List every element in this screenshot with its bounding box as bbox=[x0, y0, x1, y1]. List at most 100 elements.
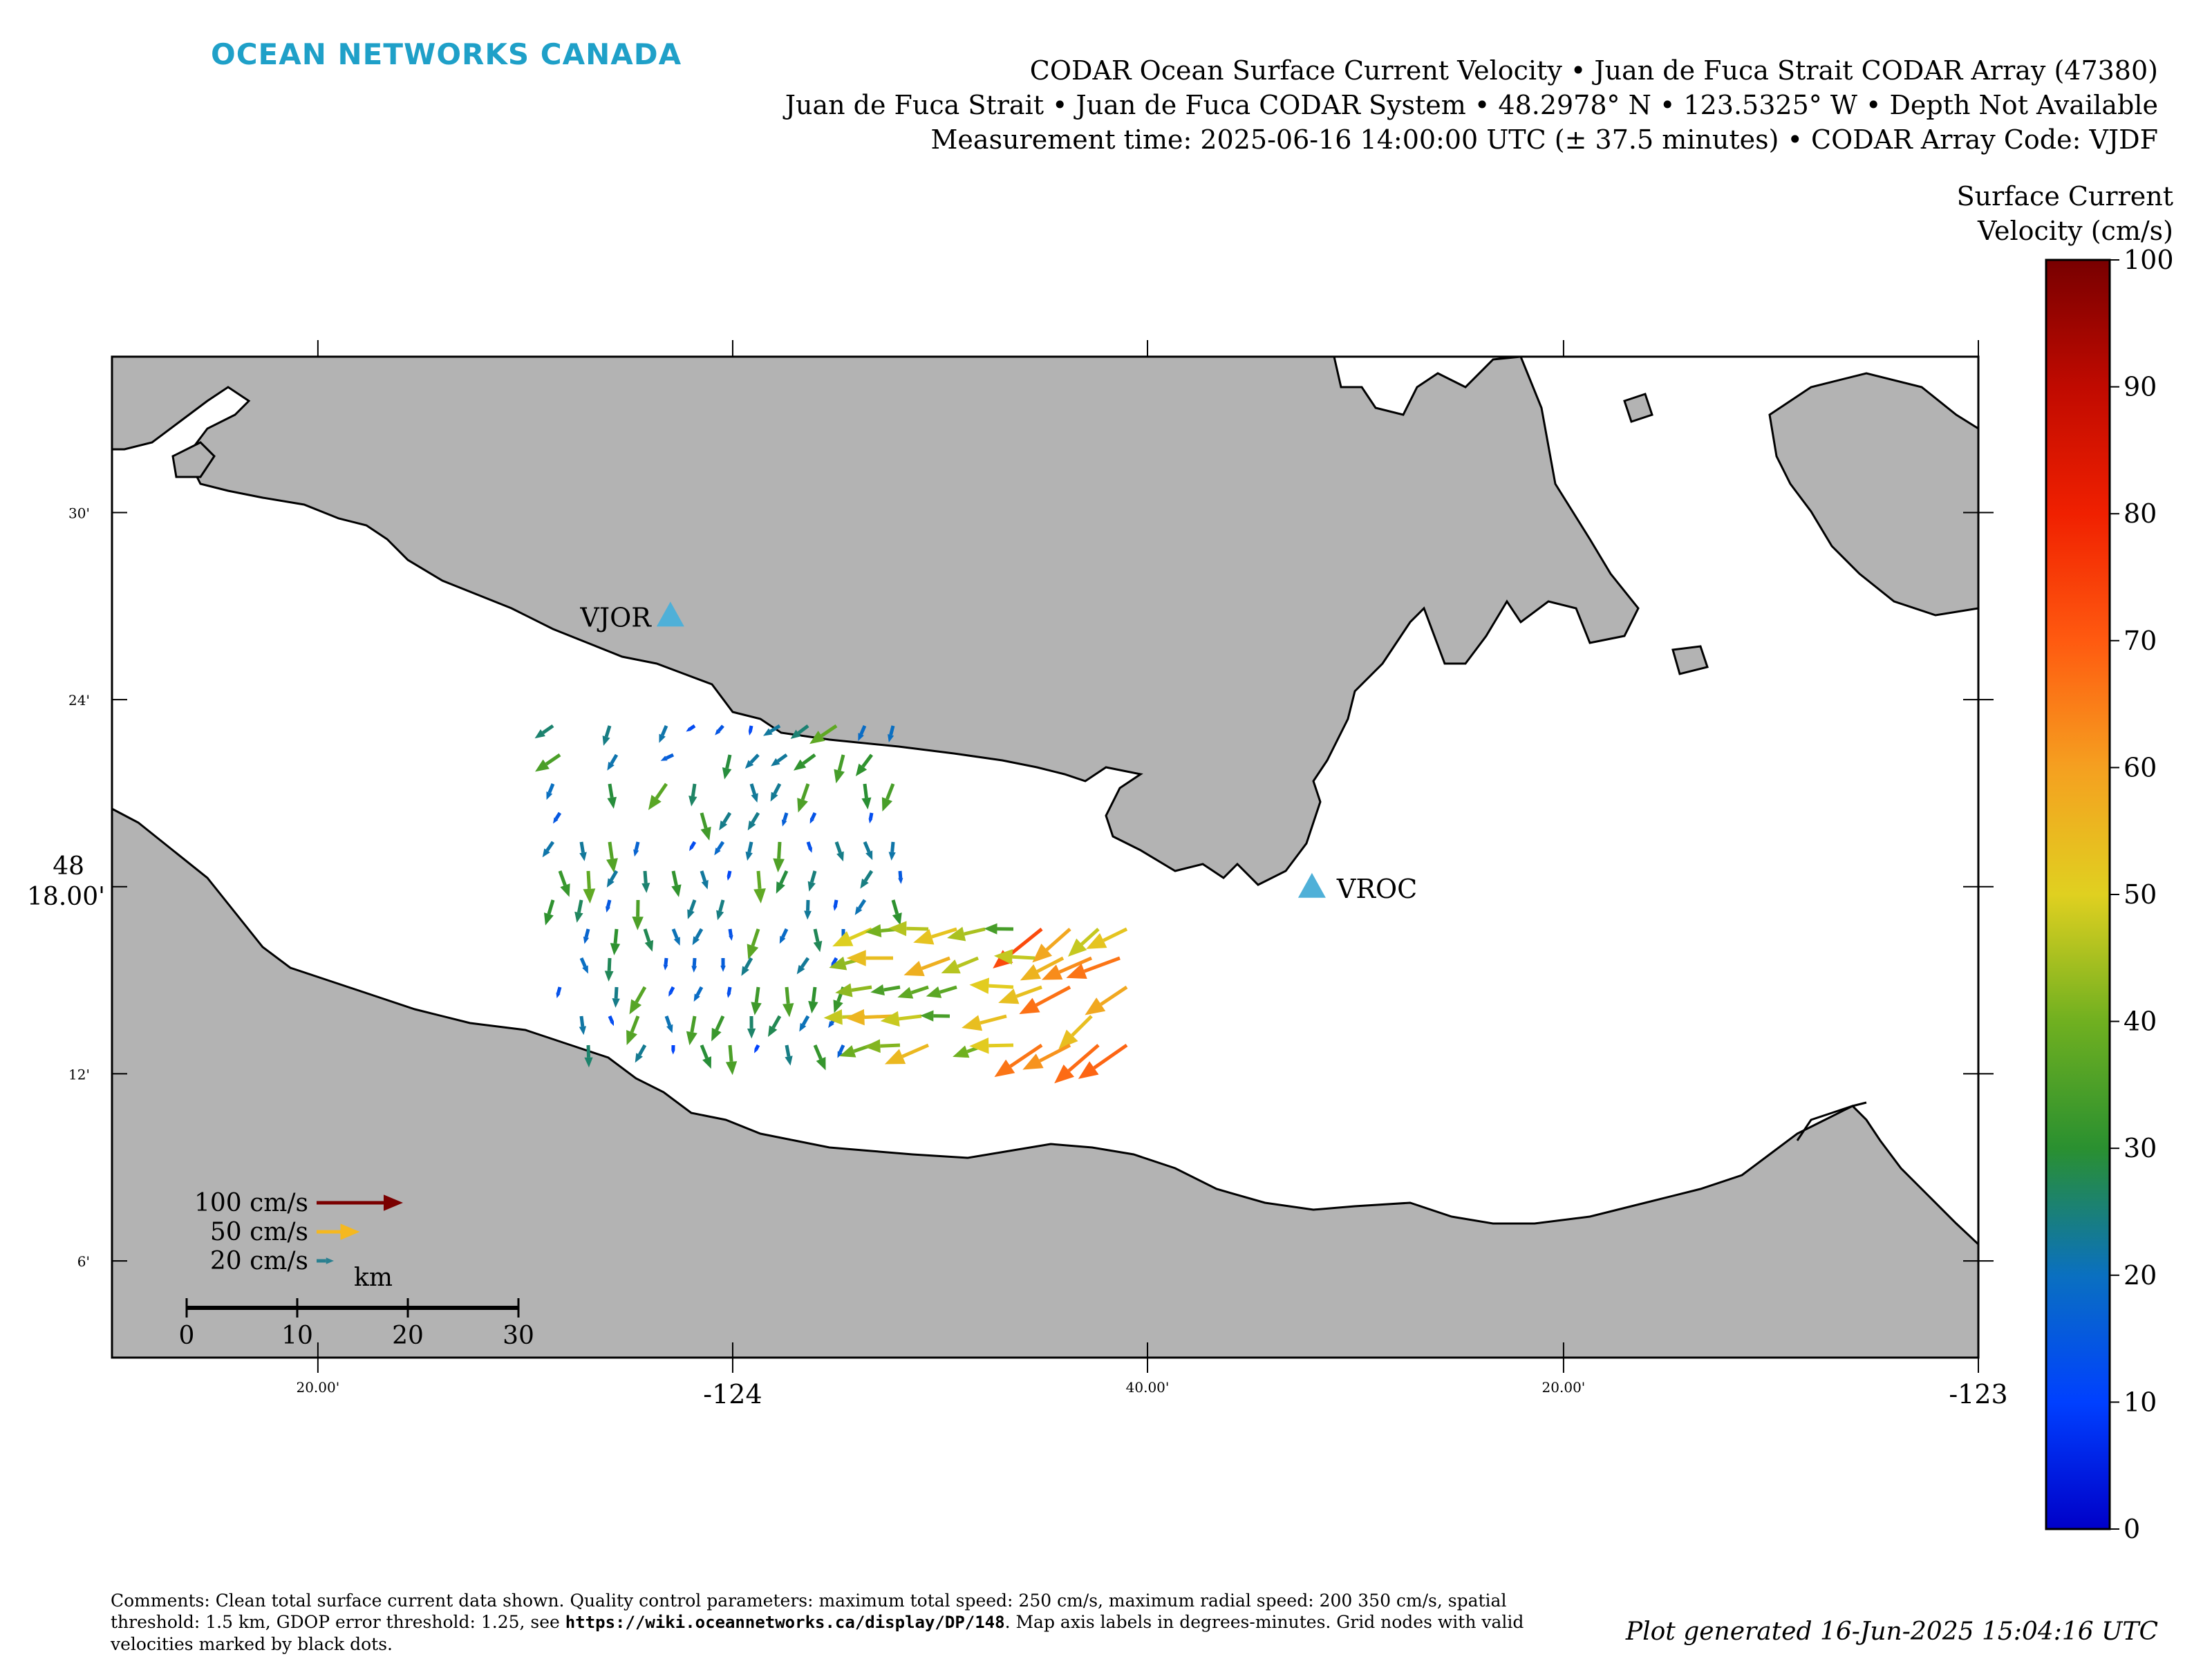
velocity-arrow bbox=[1032, 928, 1071, 963]
velocity-arrow bbox=[583, 928, 590, 944]
velocity-arrow bbox=[776, 870, 789, 894]
velocity-arrow bbox=[727, 870, 732, 881]
colorbar-title-line-1: Surface Current bbox=[1956, 181, 2173, 212]
velocity-arrow bbox=[1078, 1043, 1128, 1079]
velocity-arrow bbox=[546, 783, 555, 800]
velocity-arrow bbox=[641, 870, 650, 893]
velocity-arrow bbox=[753, 870, 766, 904]
velocity-arrow bbox=[863, 1039, 901, 1053]
x-tick-label: -124 bbox=[703, 1379, 762, 1409]
velocity-arrow bbox=[832, 927, 873, 947]
station-label: VJOR bbox=[579, 602, 652, 632]
velocity-arrow bbox=[807, 870, 817, 892]
velocity-arrow bbox=[773, 841, 785, 873]
velocity-arrow bbox=[606, 870, 619, 888]
velocity-arrow bbox=[535, 753, 561, 772]
velocity-arrow bbox=[687, 899, 697, 919]
velocity-arrow bbox=[648, 782, 668, 810]
colorbar-tick-label: 0 bbox=[2124, 1514, 2140, 1544]
legend-label: 100 cm/s bbox=[194, 1189, 308, 1217]
velocity-arrow bbox=[663, 957, 668, 971]
velocity-arrow bbox=[785, 1044, 793, 1066]
station-vjor: VJOR bbox=[579, 601, 684, 632]
velocity-arrow bbox=[833, 899, 838, 911]
velocity-arrow bbox=[984, 923, 1014, 935]
velocity-arrow bbox=[317, 1224, 360, 1240]
velocity-arrow bbox=[770, 782, 782, 802]
velocity-arrow bbox=[606, 899, 612, 913]
velocity-arrow bbox=[579, 841, 587, 861]
velocity-arrow bbox=[860, 870, 874, 889]
velocity-arrow bbox=[813, 928, 823, 953]
velocity-arrow bbox=[891, 899, 902, 926]
station-triangle-icon bbox=[1297, 872, 1326, 898]
velocity-arrow bbox=[796, 957, 810, 975]
scale-unit-label: km bbox=[354, 1264, 393, 1292]
velocity-arrow bbox=[941, 956, 979, 974]
velocity-arrow bbox=[688, 783, 697, 807]
dungeness-spit bbox=[1796, 1101, 1867, 1141]
colorbar-tick-label: 60 bbox=[2124, 752, 2157, 782]
velocity-arrow bbox=[728, 928, 733, 941]
velocity-arrow bbox=[643, 928, 654, 952]
colorbar-tick-label: 50 bbox=[2124, 879, 2157, 910]
velocity-arrow bbox=[1022, 1043, 1071, 1070]
olympic-peninsula-land bbox=[112, 807, 1978, 1358]
velocity-arrow bbox=[691, 957, 697, 973]
velocity-arrow bbox=[668, 986, 675, 997]
velocity-arrow bbox=[612, 986, 620, 1008]
velocity-arrow bbox=[880, 1011, 922, 1027]
velocity-arrow bbox=[806, 841, 812, 853]
velocity-arrow bbox=[749, 783, 758, 803]
velocity-arrow bbox=[700, 870, 709, 890]
x-tick-label: 20.00' bbox=[1542, 1379, 1586, 1396]
velocity-arrow bbox=[719, 812, 732, 831]
velocity-arrow bbox=[834, 841, 844, 862]
velocity-arrow bbox=[686, 1015, 697, 1046]
velocity-arrow bbox=[781, 812, 789, 827]
velocity-arrow bbox=[888, 921, 929, 937]
velocity-arrow bbox=[747, 1015, 756, 1039]
velocity-arrow bbox=[632, 899, 644, 930]
arrow-legend: 100 cm/s50 cm/s20 cm/s km 0 10 20 30 bbox=[179, 1189, 534, 1350]
vancouver-island-land bbox=[112, 357, 1640, 886]
velocity-arrow bbox=[542, 841, 555, 858]
station-triangle-icon bbox=[656, 601, 684, 627]
velocity-arrow bbox=[804, 899, 812, 920]
velocity-arrow bbox=[1086, 927, 1128, 949]
colorbar bbox=[2045, 259, 2111, 1530]
velocity-arrow bbox=[317, 1194, 403, 1211]
velocity-arrow bbox=[858, 724, 867, 742]
velocity-arrow bbox=[993, 949, 1035, 965]
velocity-arrow bbox=[920, 1010, 950, 1022]
scale-bar-label: 20 bbox=[392, 1322, 424, 1350]
velocity-arrow bbox=[846, 950, 894, 966]
velocity-arrow bbox=[604, 957, 614, 982]
velocity-arrow bbox=[725, 1044, 738, 1076]
colorbar-tick-label: 70 bbox=[2124, 626, 2157, 656]
velocity-arrow bbox=[763, 724, 781, 736]
velocity-arrow bbox=[610, 928, 621, 955]
velocity-arrow bbox=[884, 1043, 929, 1065]
velocity-arrow bbox=[767, 1015, 782, 1038]
velocity-arrow bbox=[633, 841, 640, 857]
colorbar-tick-label: 30 bbox=[2124, 1133, 2157, 1163]
velocity-arrow bbox=[790, 724, 809, 740]
velocity-arrow bbox=[606, 841, 618, 873]
station-markers: VJOR VROC bbox=[579, 601, 1417, 904]
title-line-1: CODAR Ocean Surface Current Velocity • J… bbox=[1029, 55, 2158, 86]
small-island-1 bbox=[1623, 393, 1653, 423]
velocity-arrow bbox=[553, 812, 562, 824]
velocity-arrow bbox=[715, 724, 724, 735]
velocity-arrow bbox=[584, 1044, 593, 1068]
velocity-arrow bbox=[689, 841, 697, 852]
velocity-arrow bbox=[747, 812, 760, 831]
velocity-arrow bbox=[994, 1043, 1043, 1078]
title-line-3: Measurement time: 2025-06-16 14:00:00 UT… bbox=[930, 124, 2158, 155]
velocity-arrow bbox=[671, 928, 680, 946]
comments-url[interactable]: https://wiki.oceannetworks.ca/display/DP… bbox=[565, 1613, 1005, 1632]
velocity-arrow bbox=[1067, 928, 1100, 957]
velocity-arrow bbox=[747, 928, 760, 959]
velocity-arrow bbox=[835, 983, 872, 997]
